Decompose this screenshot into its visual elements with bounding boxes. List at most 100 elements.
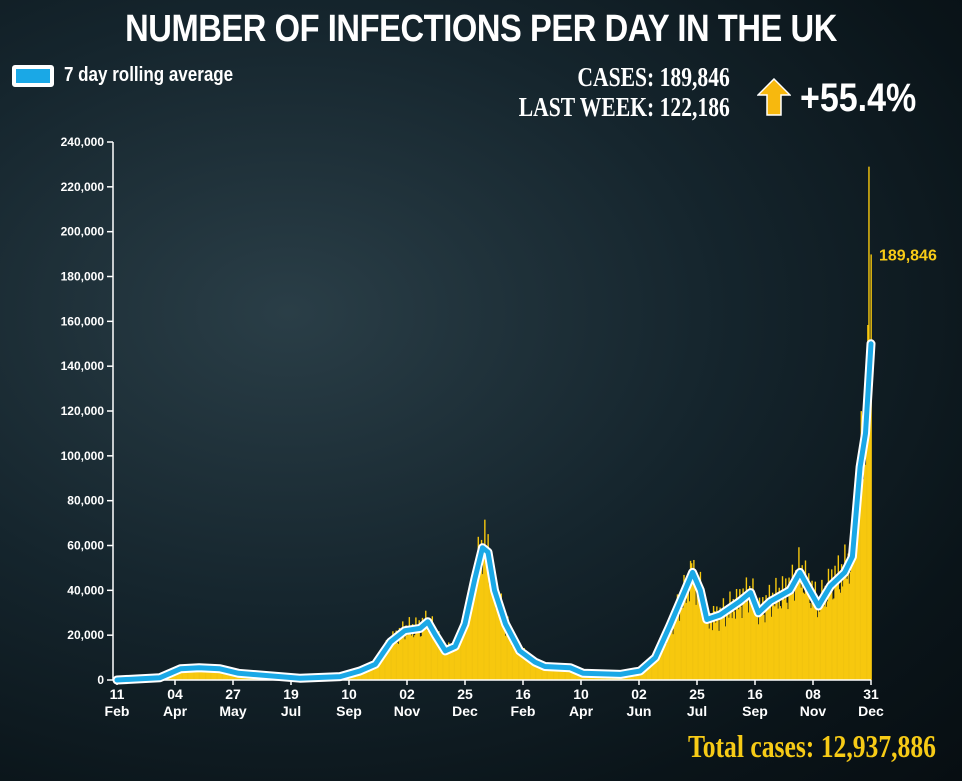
daily-bar (730, 603, 732, 680)
daily-bar (678, 620, 681, 680)
x-tick-day: 02 (631, 686, 647, 702)
daily-bar (794, 570, 797, 680)
daily-bar (506, 627, 508, 680)
daily-bar (481, 574, 484, 680)
daily-bar (745, 577, 748, 680)
daily-bar (194, 669, 196, 680)
daily-bar (519, 653, 521, 680)
daily-bar (839, 592, 842, 680)
daily-bar (367, 669, 369, 680)
daily-bar (490, 553, 493, 680)
daily-bar (418, 620, 420, 680)
daily-bar (521, 656, 523, 680)
daily-bar (421, 617, 424, 680)
daily-bar (513, 634, 516, 680)
daily-bar (704, 610, 706, 680)
daily-bar (223, 671, 226, 680)
daily-bar (718, 630, 720, 680)
daily-bar (473, 595, 475, 680)
daily-bar (803, 593, 806, 680)
daily-bar (719, 607, 721, 680)
daily-bar (186, 666, 188, 680)
daily-bar (828, 588, 831, 680)
daily-bar (472, 602, 474, 680)
daily-bar (703, 600, 705, 680)
daily-bar (360, 671, 362, 680)
legend-label: 7 day rolling average (64, 64, 234, 86)
x-tick-month: Nov (394, 703, 421, 719)
daily-bar (857, 461, 859, 680)
daily-bar (417, 631, 419, 680)
daily-bar (534, 666, 536, 680)
y-tick-label: 180,000 (61, 270, 105, 284)
daily-bar (639, 672, 641, 680)
daily-bar (492, 579, 495, 680)
daily-bar (652, 661, 655, 680)
daily-bar (527, 662, 530, 680)
daily-bar (715, 622, 717, 680)
cases-stat: CASES: 189,846 (577, 62, 730, 92)
daily-bar (190, 671, 193, 680)
daily-bar (448, 642, 450, 680)
daily-bar (202, 665, 205, 680)
daily-bar (205, 667, 207, 680)
daily-bar (484, 519, 486, 680)
daily-bar (174, 673, 176, 680)
daily-bar (191, 667, 194, 680)
daily-bar (522, 651, 524, 680)
daily-bar (701, 618, 704, 680)
daily-bar (536, 660, 539, 680)
daily-bar (646, 666, 648, 680)
daily-bar (386, 646, 389, 680)
daily-bar (469, 596, 472, 680)
daily-bar (690, 563, 693, 680)
daily-bar (675, 617, 678, 680)
daily-bar (369, 663, 371, 680)
daily-bar (849, 571, 852, 680)
daily-bar (531, 661, 533, 680)
daily-bar (222, 669, 224, 680)
daily-bar (370, 665, 372, 680)
daily-bar (437, 642, 439, 680)
daily-bar (689, 560, 692, 680)
daily-bar (754, 615, 756, 680)
daily-bar (508, 633, 510, 680)
daily-bar (438, 631, 440, 680)
y-tick-label: 0 (97, 673, 104, 687)
daily-bar (833, 598, 835, 680)
x-tick-day: 11 (110, 686, 125, 702)
x-tick-day: 25 (457, 686, 473, 702)
daily-bar (230, 673, 232, 680)
daily-bar (204, 669, 206, 680)
daily-bar (441, 640, 443, 680)
daily-bar (746, 596, 749, 680)
daily-bar (654, 655, 657, 680)
chart-title: NUMBER OF INFECTIONS PER DAY IN THE UK (125, 8, 837, 50)
daily-bar (464, 615, 466, 680)
daily-bar (727, 612, 729, 680)
daily-bar (463, 627, 465, 680)
daily-bar (736, 597, 739, 680)
daily-bar (766, 604, 768, 680)
x-tick-day: 16 (747, 686, 763, 702)
daily-bar (384, 652, 386, 680)
daily-bar (572, 668, 575, 680)
x-tick-day: 02 (399, 686, 415, 702)
daily-bar (440, 644, 442, 680)
daily-bar (655, 660, 658, 680)
x-tick-day: 04 (167, 686, 183, 702)
daily-bar (858, 491, 860, 680)
daily-bar (788, 577, 790, 680)
daily-bar (530, 654, 532, 680)
daily-bar (843, 576, 845, 680)
daily-bar (869, 388, 871, 680)
daily-bar (845, 575, 847, 680)
daily-bar (430, 629, 432, 680)
daily-bar (498, 614, 500, 680)
daily-bar (561, 665, 564, 680)
daily-bar (474, 568, 476, 680)
daily-bar (562, 665, 565, 680)
daily-bar (529, 657, 531, 680)
daily-bar (543, 664, 545, 680)
x-tick-day: 08 (805, 686, 821, 702)
